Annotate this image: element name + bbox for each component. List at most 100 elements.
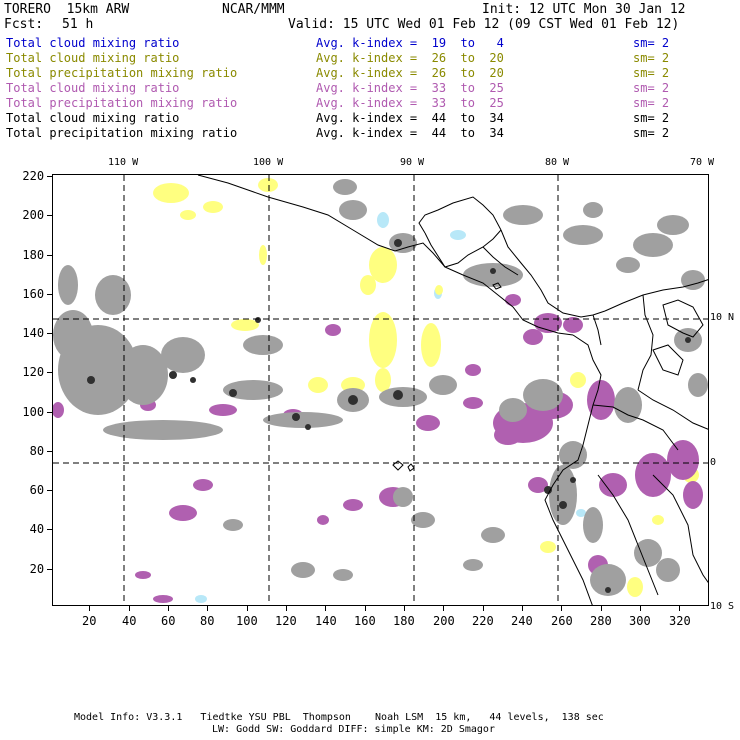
yellow-patch — [259, 245, 267, 265]
gray-patch — [634, 539, 662, 567]
y-tick-label: 180 — [22, 248, 45, 262]
coastline-layer — [197, 175, 708, 605]
org-label: NCAR/MMM — [222, 2, 285, 17]
border-andes-inner — [597, 474, 659, 596]
purple-patch — [494, 425, 522, 445]
coastline-lake — [652, 344, 684, 376]
map-panel — [52, 174, 709, 606]
gray-patch — [688, 373, 708, 397]
x-tick-label: 280 — [590, 614, 612, 628]
x-tick — [483, 606, 484, 611]
y-tick — [47, 255, 52, 256]
dark-core — [305, 424, 311, 430]
purple-patch — [53, 402, 64, 418]
purple-patch — [169, 505, 197, 521]
x-tick — [561, 606, 562, 611]
gray-patch — [503, 205, 543, 225]
x-tick-label: 40 — [122, 614, 137, 628]
gray-patch — [563, 225, 603, 245]
x-tick — [365, 606, 366, 611]
purple-patch — [463, 397, 483, 409]
legend-index: Avg. k-index = 26 to 20 — [316, 51, 504, 65]
x-tick — [601, 606, 602, 611]
blue-patch — [195, 595, 207, 603]
y-tick — [47, 412, 52, 413]
y-tick-label: 140 — [22, 326, 45, 340]
y-tick-label: 60 — [29, 483, 45, 497]
coastline-mexico — [197, 175, 502, 268]
yellow-patch — [652, 515, 664, 525]
x-tick — [404, 606, 405, 611]
x-tick — [640, 606, 641, 611]
dark-core — [605, 587, 611, 593]
map-svg — [53, 175, 708, 605]
border-ecuador-peru — [592, 404, 679, 451]
lon-label-100w: 100 W — [253, 157, 284, 168]
gray-patch — [559, 441, 587, 469]
x-tick-label: 300 — [629, 614, 651, 628]
y-tick — [47, 294, 52, 295]
legend-sm: sm= 2 — [633, 36, 670, 50]
y-tick — [47, 451, 52, 452]
yellow-patch — [231, 319, 259, 331]
y-tick-label: 40 — [29, 522, 45, 536]
gray-patch — [681, 270, 705, 290]
purple-patch — [528, 477, 548, 493]
blue-patch — [450, 230, 466, 240]
gray-patch — [481, 527, 505, 543]
x-tick — [286, 606, 287, 611]
y-tick-label: 120 — [22, 365, 45, 379]
x-tick-label: 60 — [161, 614, 176, 628]
gray-patch — [339, 200, 367, 220]
yellow-patch — [308, 377, 328, 393]
gray-patch — [161, 337, 205, 373]
gray-patch — [223, 380, 283, 400]
border-central-america — [482, 246, 519, 276]
legend-sm: sm= 2 — [633, 66, 670, 80]
gray-patch — [223, 519, 243, 531]
x-tick — [679, 606, 680, 611]
gray-patch — [463, 559, 483, 571]
purple-patch — [523, 329, 543, 345]
dark-core — [394, 239, 402, 247]
gray-layer — [53, 179, 708, 596]
purple-patch — [667, 440, 699, 480]
footer-physics-info: LW: Godd SW: Goddard DIFF: simple KM: 2D… — [212, 724, 495, 735]
border-mexico-guatemala — [424, 232, 446, 268]
purple-patch — [599, 473, 627, 497]
gray-patch — [333, 179, 357, 195]
coastline-south-america-west — [544, 334, 602, 605]
legend-field: Total cloud mixing ratio — [6, 81, 180, 95]
dark-core — [544, 486, 552, 494]
x-tick — [89, 606, 90, 611]
dark-core — [229, 389, 237, 397]
y-tick-label: 200 — [22, 208, 45, 222]
dark-core — [559, 501, 567, 509]
lon-label-80w: 80 W — [545, 157, 570, 168]
purple-layer — [53, 294, 703, 603]
legend-sm: sm= 2 — [633, 96, 670, 110]
x-tick-label: 220 — [472, 614, 494, 628]
dark-core — [190, 377, 196, 383]
dark-core — [393, 390, 403, 400]
x-tick — [522, 606, 523, 611]
footer-model-info: Model Info: V3.3.1 Tiedtke YSU PBL Thomp… — [74, 712, 604, 723]
dark-core — [685, 337, 691, 343]
gray-patch — [333, 569, 353, 581]
gray-patch — [53, 310, 93, 360]
y-tick-label: 160 — [22, 287, 45, 301]
y-tick-label: 80 — [29, 444, 45, 458]
lon-label-70w: 70 W — [690, 157, 715, 168]
x-tick-label: 260 — [551, 614, 573, 628]
gray-patch — [411, 512, 435, 528]
gray-patch — [656, 558, 680, 582]
purple-patch — [683, 481, 703, 509]
y-tick — [47, 333, 52, 334]
y-tick — [47, 215, 52, 216]
legend-index: Avg. k-index = 33 to 25 — [316, 96, 504, 110]
lat-label-10s: 10 S — [710, 601, 735, 612]
yellow-layer — [153, 178, 699, 597]
legend-sm: sm= 2 — [633, 111, 670, 125]
yellow-patch — [153, 183, 189, 203]
border-peru-brazil — [637, 389, 708, 430]
